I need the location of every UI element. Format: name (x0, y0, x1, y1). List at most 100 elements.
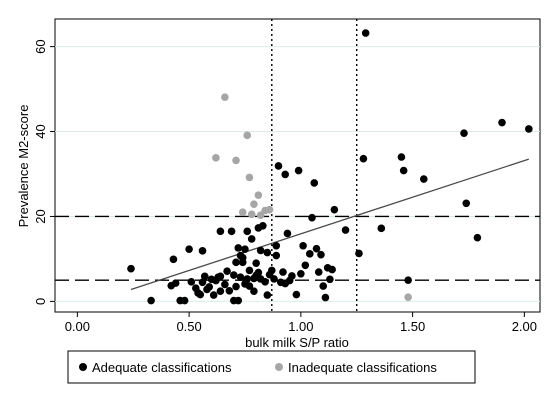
adequate-point (419, 175, 428, 183)
adequate-point (498, 118, 506, 127)
adequate-point (243, 227, 252, 236)
inadequate-point (212, 154, 220, 162)
adequate-point (272, 251, 281, 260)
adequate-point (200, 272, 209, 281)
adequate-point (254, 268, 263, 277)
adequate-point (270, 275, 278, 283)
adequate-point (209, 291, 218, 299)
adequate-point (319, 282, 328, 290)
adequate-point (399, 166, 408, 175)
inadequate-point (245, 173, 254, 182)
adequate-point (292, 290, 301, 299)
adequate-point (223, 267, 231, 276)
adequate-point (171, 279, 180, 287)
adequate-point (147, 296, 155, 305)
adequate-point (462, 199, 471, 208)
adequate-point (232, 258, 240, 267)
adequate-point (227, 227, 236, 236)
adequate-point (185, 245, 193, 253)
adequate-point (274, 162, 283, 170)
adequate-point (245, 266, 254, 275)
adequate-point (281, 170, 290, 179)
adequate-point (308, 213, 316, 222)
adequate-point (267, 266, 276, 275)
adequate-point (404, 276, 412, 284)
adequate-point (216, 287, 225, 295)
adequate-point (252, 259, 260, 267)
adequate-point (326, 275, 334, 284)
x-axis-title: bulk milk S/P ratio (245, 335, 349, 350)
adequate-point (205, 283, 214, 291)
adequate-point (198, 247, 207, 255)
adequate-point (301, 261, 310, 270)
trend-line-layer (130, 158, 530, 291)
adequate-point (198, 278, 207, 287)
inadequate-point (250, 200, 258, 208)
inadequate-point (254, 191, 263, 200)
adequate-point (234, 244, 243, 252)
adequate-point (272, 241, 281, 250)
x-tick-label: 0.50 (176, 319, 201, 334)
y-axis-title: Prevalence M2-score (16, 105, 31, 228)
x-tick-label: 0.00 (65, 319, 90, 334)
adequate-point (305, 250, 314, 258)
y-tick-label: 0 (33, 298, 48, 305)
adequate-point (473, 233, 482, 242)
inadequate-point (221, 93, 229, 101)
adequate-point (377, 224, 386, 233)
axes: 0.00 0.50 1.00 1.50 2.00 0 20 40 60 (33, 39, 537, 334)
plot-frame (54, 18, 541, 313)
adequate-point (263, 248, 272, 257)
adequate-point (263, 291, 272, 299)
adequate-point (216, 227, 225, 236)
adequate-point (314, 268, 323, 276)
y-tick-label: 20 (33, 209, 48, 223)
legend-label-inadequate: Inadequate classifications (288, 360, 437, 375)
adequate-point (312, 244, 321, 253)
adequate-point (245, 282, 254, 290)
adequate-point (241, 245, 249, 253)
adequate-point (321, 293, 330, 302)
adequate-point (256, 246, 265, 255)
adequate-point (460, 129, 468, 138)
inadequate-point (238, 208, 247, 217)
adequate-point (317, 250, 325, 259)
adequate-point (169, 255, 178, 264)
adequate-point (310, 179, 319, 187)
adequate-point (243, 275, 252, 283)
legend-box (67, 350, 476, 384)
x-tick-label: 1.50 (400, 319, 425, 334)
adequate-point (230, 271, 238, 279)
adequate-point (279, 268, 287, 276)
adequate-point (238, 253, 247, 262)
inadequate-point (243, 131, 252, 140)
adequate-point (234, 296, 243, 305)
adequate-point (294, 166, 303, 175)
inadequate-point (247, 210, 256, 219)
inadequate-point (265, 205, 274, 214)
adequate-point (187, 278, 196, 286)
data-points (127, 29, 533, 305)
adequate-point (359, 154, 368, 163)
x-tick-label: 1.00 (288, 319, 313, 334)
adequate-point (250, 287, 258, 295)
inadequate-point (232, 156, 240, 165)
adequate-point (196, 290, 205, 299)
legend-label-adequate: Adequate classifications (92, 360, 232, 375)
y-tick-label: 60 (33, 39, 48, 53)
adequate-point (247, 235, 256, 243)
adequate-point (328, 265, 336, 274)
adequate-point (525, 125, 533, 133)
adequate-point (283, 229, 292, 238)
x-tick-label: 2.00 (512, 319, 537, 334)
adequate-point (127, 264, 135, 273)
adequate-point (232, 282, 240, 291)
adequate-point (236, 273, 245, 281)
y-tick-label: 40 (33, 124, 48, 138)
adequate-point (397, 153, 406, 161)
adequate-point (261, 278, 269, 286)
adequate-point (361, 29, 370, 37)
legend: Adequate classifications Inadequate clas… (67, 350, 476, 384)
legend-marker-inadequate (275, 363, 283, 371)
adequate-point (297, 269, 305, 278)
